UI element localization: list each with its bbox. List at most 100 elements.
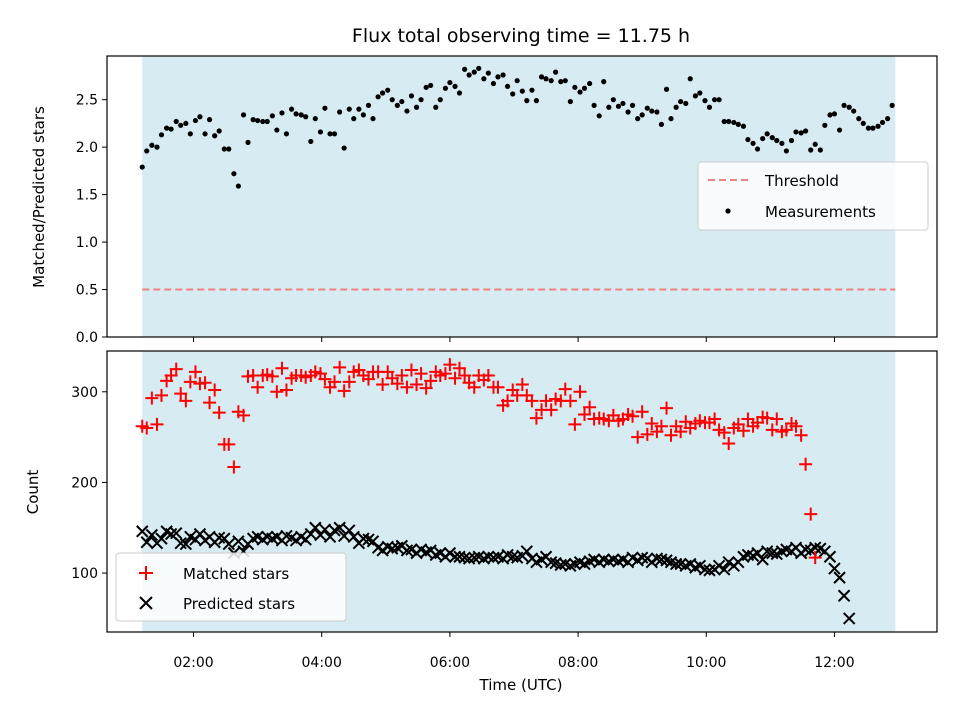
measurement-point xyxy=(774,137,780,144)
measurement-point xyxy=(769,135,775,141)
matched-point xyxy=(563,394,577,408)
measurement-point xyxy=(394,102,400,108)
legend-top-frame xyxy=(697,161,929,231)
measurement-point xyxy=(490,80,497,87)
y-tick-label: 100 xyxy=(71,566,98,582)
matched-point xyxy=(804,507,818,521)
measurement-point xyxy=(678,98,684,105)
measurement-point xyxy=(322,105,328,111)
measurement-point xyxy=(471,69,477,75)
matched-point xyxy=(515,378,529,392)
predicted-point xyxy=(222,537,235,551)
legend-predicted-swatch xyxy=(139,596,153,610)
panel-ratio: 0.0 0.5 1.0 1.5 2.0 2.5 Matched/Predicted sta… xyxy=(30,55,938,346)
measurement-point xyxy=(279,110,285,116)
predicted-point xyxy=(693,559,707,573)
matched-point xyxy=(722,436,736,450)
matched-point xyxy=(419,381,433,395)
matched-point xyxy=(212,406,226,420)
matched-point xyxy=(361,372,375,386)
matched-point xyxy=(169,362,183,376)
x-tick-label: 02:00 xyxy=(173,655,213,671)
measurement-point xyxy=(413,104,420,110)
matched-point xyxy=(708,412,722,426)
measurement-point xyxy=(379,90,386,96)
measurement-point xyxy=(808,147,814,153)
y-tick-label: 2.0 xyxy=(76,140,98,156)
matched-point xyxy=(424,374,438,388)
measurement-point xyxy=(452,83,458,89)
measurement-point xyxy=(558,79,564,85)
matched-point xyxy=(275,361,289,375)
matched-point xyxy=(577,407,591,421)
measurement-point xyxy=(764,131,770,137)
predicted-point xyxy=(645,555,658,569)
matched-point xyxy=(198,376,212,390)
measurement-point xyxy=(476,65,482,71)
measurement-point xyxy=(404,108,410,114)
measurement-point xyxy=(687,76,693,82)
measurement-point xyxy=(510,91,516,97)
measurement-point xyxy=(562,78,568,84)
measurement-point xyxy=(533,98,540,104)
measurement-point xyxy=(255,117,261,124)
measurement-point xyxy=(779,140,785,146)
measurement-point xyxy=(269,113,275,119)
matched-point xyxy=(660,401,674,415)
measurement-point xyxy=(231,171,237,177)
ylabel-top: Matched/Predicted stars xyxy=(30,106,48,288)
y-tick-label: 300 xyxy=(71,385,98,401)
measurement-point xyxy=(745,136,751,143)
y-tick-label: 0.0 xyxy=(76,330,98,346)
measurement-point xyxy=(519,88,525,94)
matched-point xyxy=(808,551,822,565)
measurement-point xyxy=(144,148,150,154)
matched-point xyxy=(279,383,293,397)
legend-bottom: Matched stars Predicted stars xyxy=(115,552,347,622)
measurement-point xyxy=(860,120,866,127)
measurement-point xyxy=(341,145,347,151)
matched-stars-series xyxy=(136,358,822,565)
measurement-point xyxy=(206,117,213,123)
measurement-point xyxy=(212,133,218,139)
measurement-point xyxy=(870,125,876,131)
measurement-point xyxy=(466,72,472,78)
measurement-point xyxy=(885,116,891,122)
measurement-point xyxy=(216,128,222,134)
measurement-point xyxy=(154,144,160,150)
measurement-point xyxy=(192,117,199,124)
measurement-point xyxy=(596,113,602,119)
measurement-point xyxy=(654,109,660,115)
x-tick-label: 08:00 xyxy=(558,655,598,671)
matched-point xyxy=(443,358,457,372)
y-tick-label: 1.5 xyxy=(76,188,98,204)
predicted-point xyxy=(718,563,731,576)
matched-point xyxy=(770,412,784,426)
measurement-point xyxy=(293,111,299,117)
measurement-point xyxy=(365,102,372,108)
matched-point xyxy=(222,437,236,451)
predicted-point xyxy=(405,543,418,556)
measurement-point xyxy=(865,125,872,131)
legend-matched-label: Matched stars xyxy=(183,565,289,583)
measurement-point xyxy=(591,102,597,108)
measurement-point xyxy=(879,119,886,126)
measurements-series xyxy=(139,65,895,189)
matched-point xyxy=(573,385,587,399)
measurement-point xyxy=(803,128,809,134)
measurement-point xyxy=(283,131,290,137)
matched-point xyxy=(481,368,495,382)
matched-point xyxy=(453,361,467,375)
measurement-point xyxy=(375,94,381,100)
measurement-point xyxy=(504,83,511,89)
measurement-point xyxy=(702,98,708,104)
matched-point xyxy=(664,428,678,442)
panel-count: 02:00 04:00 06:00 08:00 10:00 12:00100200300 … xyxy=(24,351,938,694)
legend-bottom-frame xyxy=(115,552,347,622)
measurement-point xyxy=(158,132,165,138)
predicted-point xyxy=(155,532,168,545)
measurement-point xyxy=(423,84,429,90)
measurement-point xyxy=(760,135,766,142)
measurement-point xyxy=(529,87,535,93)
